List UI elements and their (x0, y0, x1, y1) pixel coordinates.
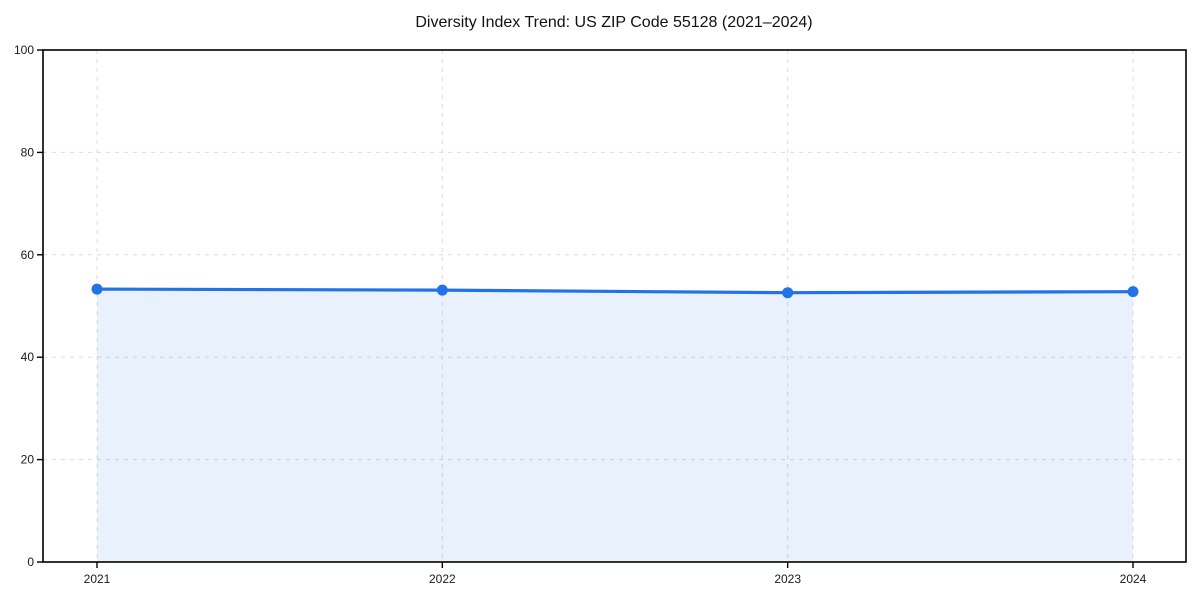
y-tick-label: 60 (21, 248, 35, 262)
data-point-2024 (1127, 286, 1139, 298)
data-point-2023 (782, 287, 794, 299)
area-fill (97, 289, 1133, 562)
x-tick-label: 2024 (1120, 572, 1147, 586)
y-tick-label: 20 (21, 453, 35, 467)
trend-line (95, 287, 1135, 295)
chart-title: Diversity Index Trend: US ZIP Code 55128… (415, 14, 812, 31)
x-tick-label: 2021 (84, 572, 111, 586)
y-tick-label: 0 (27, 555, 34, 569)
plot-frame (42, 49, 1187, 563)
y-tick-label: 80 (21, 145, 35, 159)
y-tick-label: 100 (14, 43, 34, 57)
data-point-2022 (436, 284, 448, 296)
x-tick-label: 2023 (774, 572, 801, 586)
data-point-2021 (91, 283, 103, 295)
x-tick-label: 2022 (429, 572, 456, 586)
y-tick-label: 40 (21, 350, 35, 364)
